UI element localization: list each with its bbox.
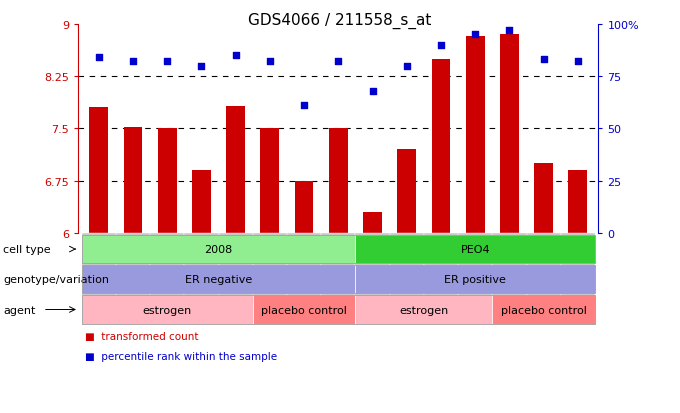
Point (265, 59, 275, 66)
Bar (192, 171, 211, 233)
Text: ER negative: ER negative (185, 275, 252, 285)
Point (162, 59, 173, 66)
Bar (432, 59, 450, 233)
Text: ER positive: ER positive (444, 275, 506, 285)
Point (538, 57, 549, 64)
Text: agent: agent (3, 305, 36, 315)
Text: placebo control: placebo control (261, 305, 347, 315)
Text: 2008: 2008 (205, 244, 233, 254)
Point (128, 59, 139, 66)
Point (401, 63, 412, 70)
Point (504, 28, 515, 34)
Bar (89, 108, 108, 233)
Point (231, 53, 241, 59)
Text: ■  transformed count: ■ transformed count (85, 331, 199, 341)
Text: estrogen: estrogen (143, 305, 192, 315)
Bar (226, 107, 245, 233)
Point (93, 55, 104, 62)
Bar (500, 35, 519, 233)
Bar (294, 181, 313, 233)
Point (367, 88, 378, 95)
Bar (568, 171, 588, 233)
Bar (363, 213, 382, 233)
Point (196, 63, 207, 70)
Point (435, 43, 446, 49)
Bar (329, 129, 347, 233)
Bar (124, 128, 142, 233)
Bar (397, 150, 416, 233)
Text: placebo control: placebo control (500, 305, 587, 315)
Point (470, 32, 481, 38)
Text: genotype/variation: genotype/variation (3, 275, 109, 285)
Point (299, 103, 309, 109)
Point (333, 59, 343, 66)
Text: ■  percentile rank within the sample: ■ percentile rank within the sample (85, 351, 277, 361)
Text: PEO4: PEO4 (460, 244, 490, 254)
Bar (260, 129, 279, 233)
Point (573, 59, 583, 66)
Text: GDS4066 / 211558_s_at: GDS4066 / 211558_s_at (248, 12, 432, 28)
Text: cell type: cell type (3, 244, 51, 254)
Bar (534, 164, 553, 233)
Bar (466, 37, 485, 233)
Text: estrogen: estrogen (399, 305, 449, 315)
Bar (158, 129, 177, 233)
